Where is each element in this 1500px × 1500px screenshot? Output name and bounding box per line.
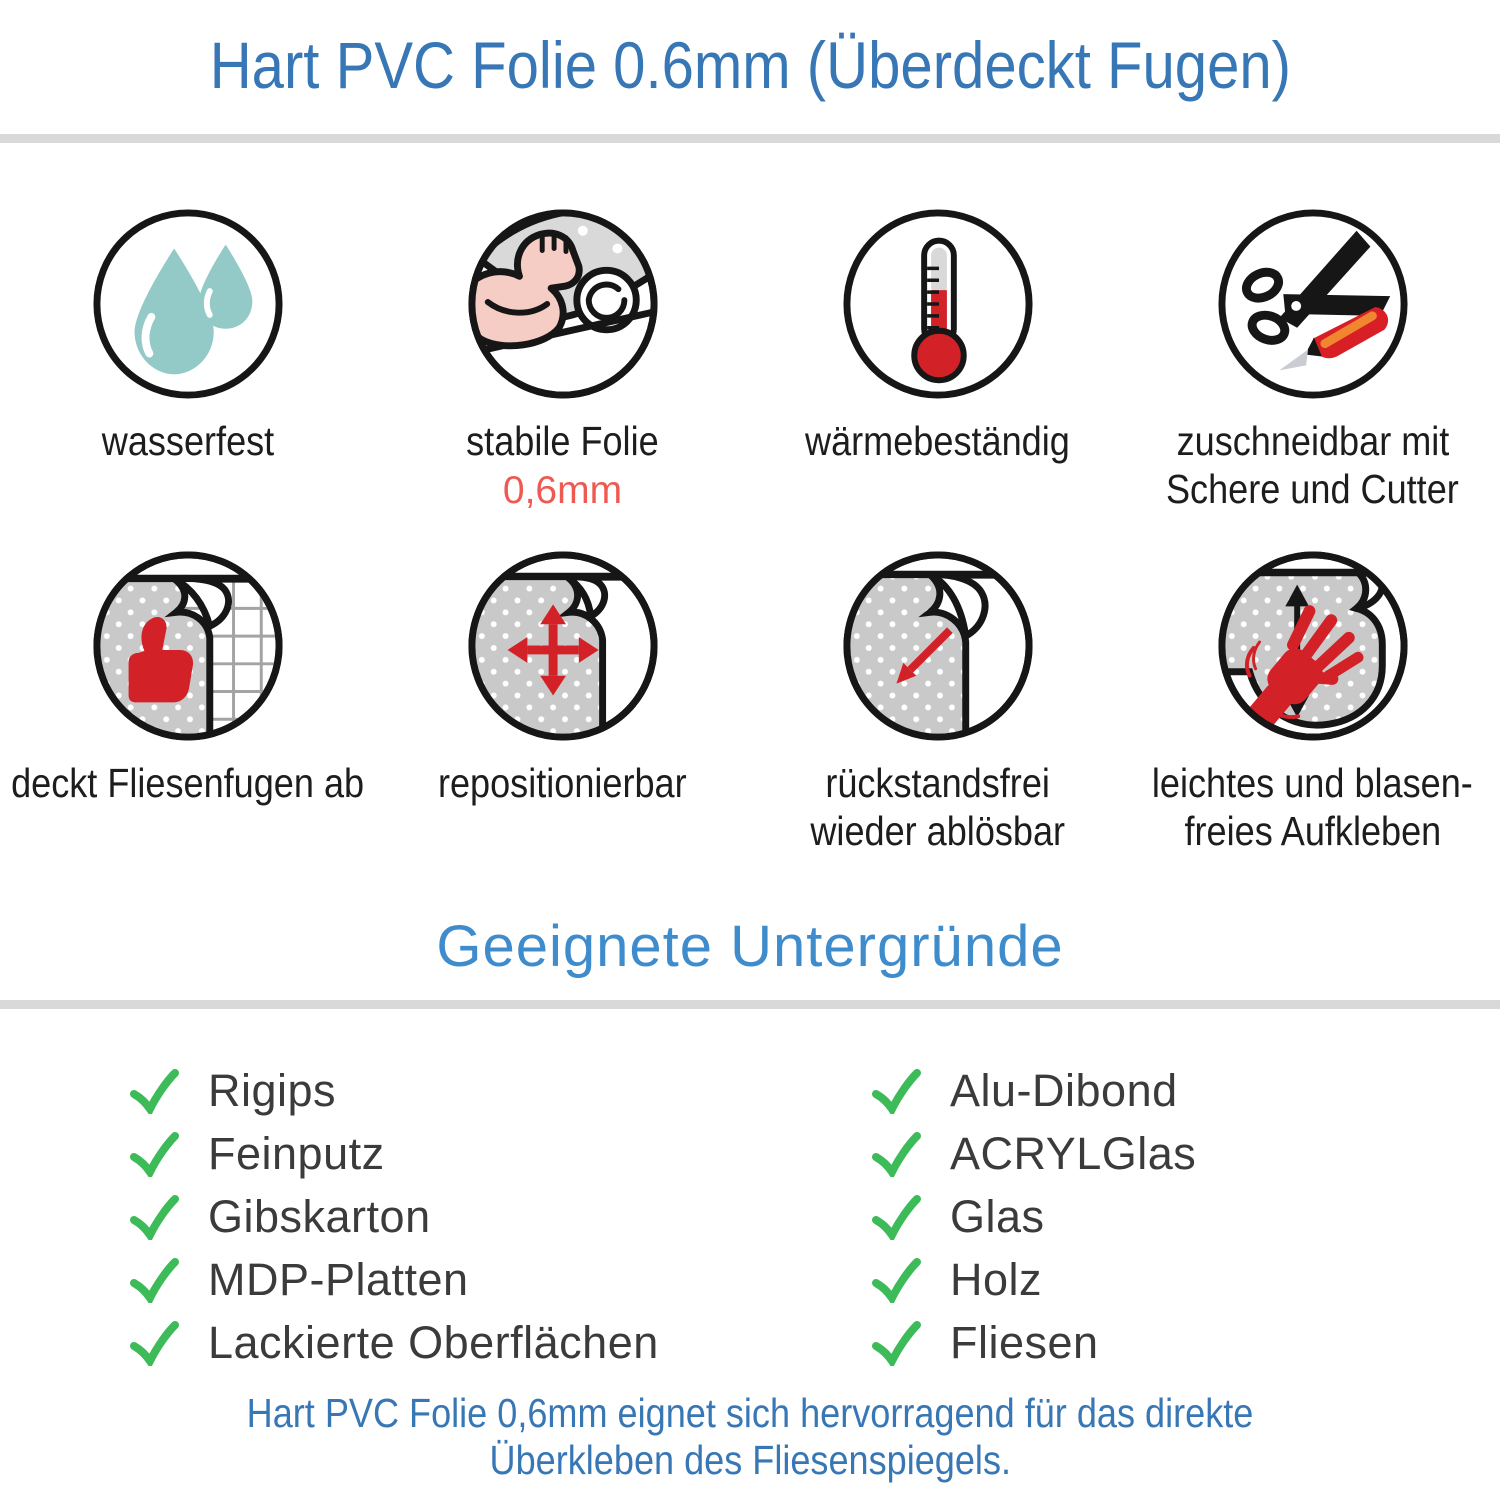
page-title: Hart PVC Folie 0.6mm (Überdeckt Fugen) <box>0 30 1500 100</box>
water-drops-icon <box>92 209 283 399</box>
feature-label: wasserfest <box>101 418 274 464</box>
peel-off-arrow-icon <box>842 551 1033 741</box>
divider-bar-middle <box>0 1000 1500 1009</box>
list-item: Gibskarton <box>128 1185 870 1248</box>
feature-easy-application: leichtes und blasen- freies Aufkleben <box>1125 547 1500 855</box>
list-item: Holz <box>870 1248 1196 1311</box>
list-item: Fliesen <box>870 1311 1196 1374</box>
feature-cuttable: zuschneidbar mit Schere und Cutter <box>1125 205 1500 513</box>
list-item: Alu-Dibond <box>870 1059 1196 1122</box>
feature-heat-resistant: wärmebeständig <box>750 205 1125 513</box>
feature-label: leichtes und blasen- freies Aufkleben <box>1152 760 1473 854</box>
reposition-arrows-icon <box>467 551 658 741</box>
hand-smoothing-icon <box>1217 551 1408 741</box>
tile-joints-cover-icon <box>92 551 283 741</box>
feature-repositionable: repositionierbar <box>375 547 750 855</box>
substrates-column-right: Alu-Dibond ACRYLGlas Glas Holz Fliesen <box>870 1059 1196 1374</box>
thickness-highlight: 0,6mm <box>502 469 623 512</box>
list-item: ACRYLGlas <box>870 1122 1196 1185</box>
feature-label: zuschneidbar mit Schere und Cutter <box>1166 418 1459 512</box>
feature-label: deckt Fliesenfugen ab <box>10 760 365 806</box>
feature-label: rückstandsfrei wieder ablösbar <box>810 760 1065 854</box>
substrates-column-left: Rigips Feinputz Gibskarton MDP-Platten L… <box>128 1059 870 1374</box>
footer-note: Hart PVC Folie 0,6mm eignet sich hervorr… <box>246 1390 1254 1483</box>
check-icon <box>130 1194 179 1240</box>
check-icon <box>872 1068 921 1114</box>
feature-stable-foil: stabile Folie 0,6mm <box>375 205 750 513</box>
list-item: MDP-Platten <box>128 1248 870 1311</box>
list-item: Lackierte Oberflächen <box>128 1311 870 1374</box>
check-icon <box>872 1257 921 1303</box>
list-item: Feinputz <box>128 1122 870 1185</box>
page-title-text: Hart PVC Folie 0.6mm (Überdeckt Fugen) <box>209 28 1291 102</box>
check-icon <box>130 1068 179 1114</box>
check-icon <box>872 1131 921 1177</box>
check-icon <box>130 1131 179 1177</box>
check-icon <box>872 1320 921 1366</box>
divider-bar-top <box>0 134 1500 143</box>
list-item: Rigips <box>128 1059 870 1122</box>
feature-label: stabile Folie 0,6mm <box>466 418 659 512</box>
feature-residue-free-removal: rückstandsfrei wieder ablösbar <box>750 547 1125 855</box>
feature-waterproof: wasserfest <box>0 205 375 513</box>
check-icon <box>130 1320 179 1366</box>
substrates-title: Geeignete Untergründe <box>436 914 1064 979</box>
strong-arm-foil-icon <box>467 209 658 399</box>
feature-covers-tile-joints: deckt Fliesenfugen ab <box>0 547 375 855</box>
substrates-list: Rigips Feinputz Gibskarton MDP-Platten L… <box>0 1059 1500 1374</box>
feature-grid: wasserfest <box>0 205 1500 855</box>
scissors-cutter-icon <box>1217 209 1408 399</box>
check-icon <box>872 1194 921 1240</box>
feature-label: repositionierbar <box>438 760 687 806</box>
thermometer-icon <box>842 209 1033 399</box>
list-item: Glas <box>870 1185 1196 1248</box>
check-icon <box>130 1257 179 1303</box>
feature-label: wärmebeständig <box>805 418 1070 464</box>
